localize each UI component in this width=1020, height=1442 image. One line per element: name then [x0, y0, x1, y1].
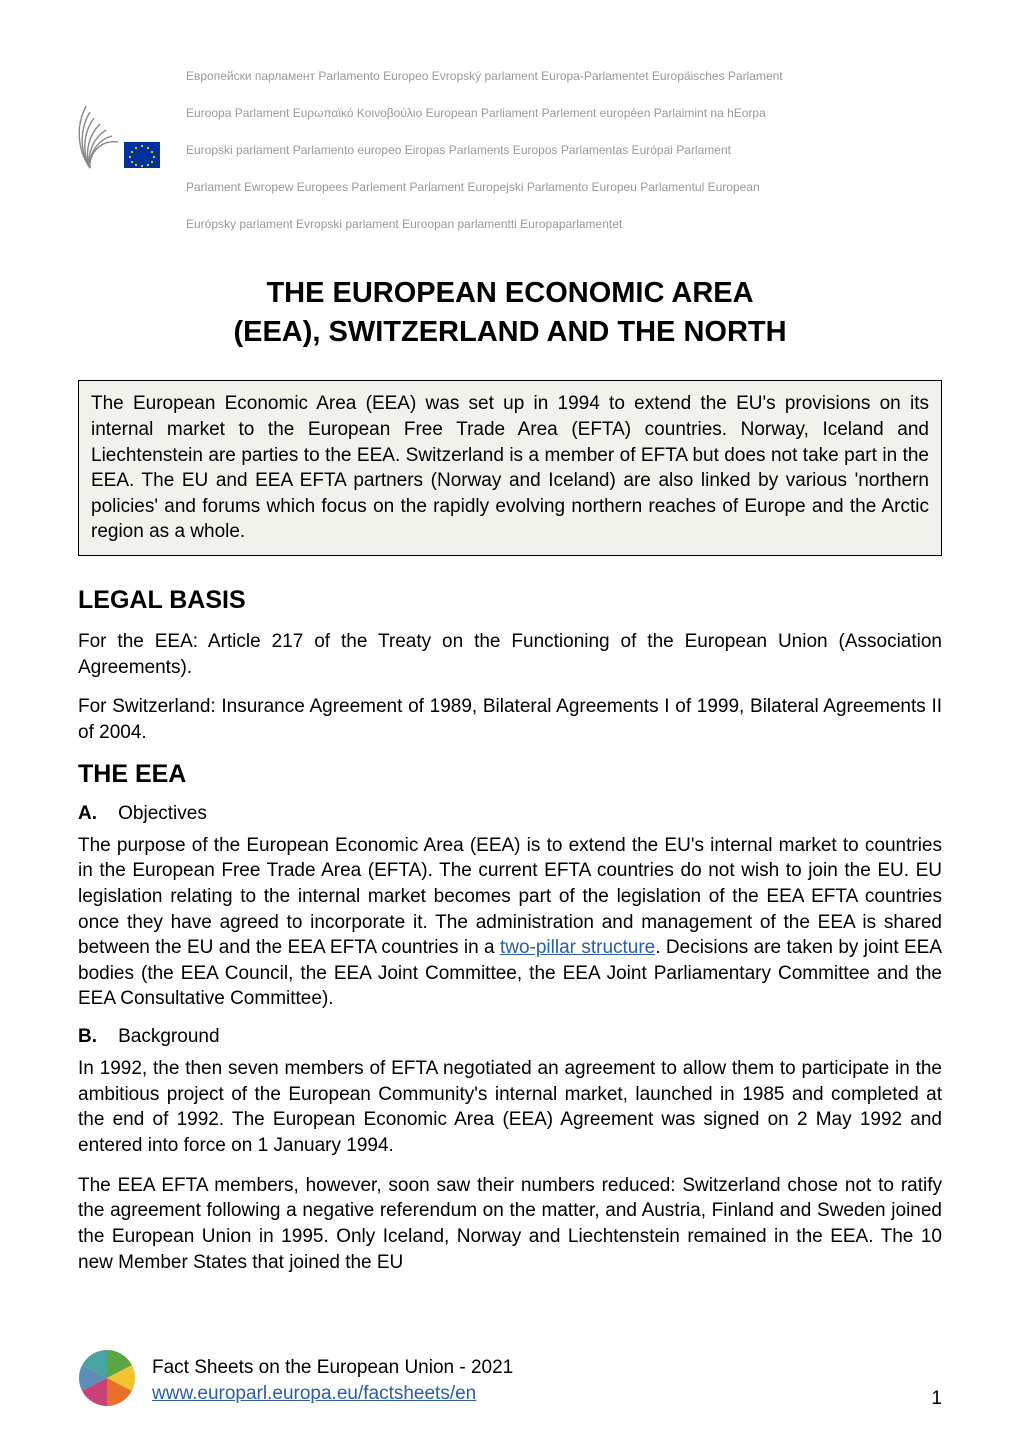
- factsheets-link[interactable]: www.europarl.europa.eu/factsheets/en: [152, 1383, 476, 1404]
- two-pillar-structure-link[interactable]: two-pillar structure: [500, 937, 655, 958]
- section-heading-legal-basis: LEGAL BASIS: [78, 586, 942, 615]
- page-footer: Fact Sheets on the European Union - 2021…: [78, 1349, 942, 1412]
- footer-text: Fact Sheets on the European Union - 2021…: [152, 1355, 915, 1406]
- page-number: 1: [931, 1388, 942, 1412]
- ep-logo: [78, 94, 174, 187]
- intro-summary-box: The European Economic Area (EEA) was set…: [78, 380, 942, 556]
- subsection-a-label: A. Objectives: [78, 803, 942, 825]
- parliament-names-multilang: Европейски парламент Parlamento Europeo …: [186, 48, 783, 234]
- footer-logo: [78, 1349, 136, 1412]
- background-p1: In 1992, the then seven members of EFTA …: [78, 1056, 942, 1159]
- background-p2: The EEA EFTA members, however, soon saw …: [78, 1173, 942, 1276]
- legal-basis-p1: For the EEA: Article 217 of the Treaty o…: [78, 629, 942, 680]
- document-title: THE EUROPEAN ECONOMIC AREA (EEA), SWITZE…: [78, 274, 942, 352]
- legal-basis-p2: For Switzerland: Insurance Agreement of …: [78, 694, 942, 745]
- document-header: Европейски парламент Parlamento Europeo …: [78, 48, 942, 234]
- objectives-paragraph: The purpose of the European Economic Are…: [78, 833, 942, 1012]
- subsection-b-label: B. Background: [78, 1026, 942, 1048]
- section-heading-the-eea: THE EEA: [78, 760, 942, 789]
